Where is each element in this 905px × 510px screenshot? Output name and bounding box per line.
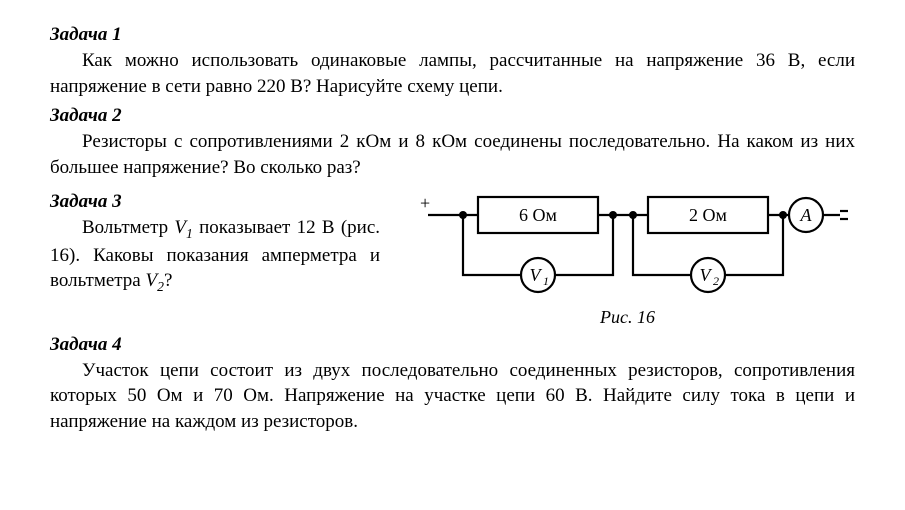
svg-text:6 Ом: 6 Ом <box>519 205 557 225</box>
task4-title: Задача 4 <box>50 334 855 356</box>
task3-row: Задача 3 Вольтметр V1 показывает 12 В (р… <box>50 185 855 328</box>
task2-body: Резисторы с сопротивлениями 2 кОм и 8 кО… <box>50 129 855 180</box>
svg-text:A: A <box>799 205 812 225</box>
task1-body: Как можно использовать одинаковые лампы,… <box>50 48 855 99</box>
task3-sub-1: 1 <box>186 225 193 240</box>
task3-symbol-v1: V <box>174 217 186 238</box>
task1-title: Задача 1 <box>50 24 855 46</box>
task2-title: Задача 2 <box>50 105 855 127</box>
circuit-diagram: 6 Ом2 ОмAV1V2+ <box>408 185 848 305</box>
figure-16: 6 Ом2 ОмAV1V2+ Рис. 16 <box>400 185 855 328</box>
document-page: Задача 1 Как можно использовать одинаков… <box>0 0 905 456</box>
task4-body: Участок цепи состоит из двух последовате… <box>50 358 855 435</box>
task3-text-part1: Вольтметр <box>82 217 174 238</box>
svg-text:1: 1 <box>543 274 549 288</box>
figure-caption: Рис. 16 <box>600 307 655 328</box>
svg-text:+: + <box>420 193 430 213</box>
task3-sub-2: 2 <box>157 279 164 294</box>
task3-body: Вольтметр V1 показывает 12 В (рис. 16). … <box>50 215 380 297</box>
task3-title: Задача 3 <box>50 191 380 213</box>
svg-text:2: 2 <box>713 274 719 288</box>
task3-text-part3: ? <box>164 270 172 291</box>
svg-text:2 Ом: 2 Ом <box>689 205 727 225</box>
task3-symbol-v2: V <box>146 270 158 291</box>
